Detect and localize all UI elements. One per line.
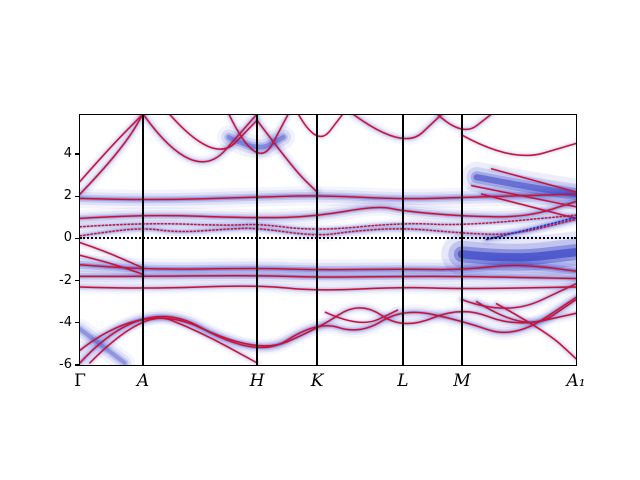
y-tick-mark [75,364,79,366]
x-tick-label-Γ: Γ [74,371,86,391]
kpoint-line-H [256,115,258,365]
kpoint-line-L [402,115,404,365]
x-tick-label-A: A [136,371,150,391]
y-tick-label: -6 [59,357,72,372]
kpoint-line-K [316,115,318,365]
kpoint-line-A [142,115,144,365]
kpoint-line-M [461,115,463,365]
x-tick-label-H: H [249,371,265,391]
x-tick-label-K: K [310,371,324,391]
y-tick-label: 0 [63,230,72,246]
x-tick-label-A₁: A₁ [566,371,586,391]
y-tick-label: 4 [63,146,72,162]
y-tick-mark [75,280,79,282]
x-tick-label-M: M [453,371,471,391]
y-tick-mark [75,195,79,197]
plot-area [79,114,577,366]
y-tick-mark [75,153,79,155]
y-tick-label: -4 [59,314,72,330]
fermi-level-line [80,237,576,240]
y-tick-mark [75,322,79,324]
y-tick-label: 2 [63,188,72,204]
x-tick-label-L: L [397,371,409,391]
y-tick-label: -2 [59,272,72,288]
band-canvas [80,115,576,365]
y-tick-mark [75,237,79,239]
